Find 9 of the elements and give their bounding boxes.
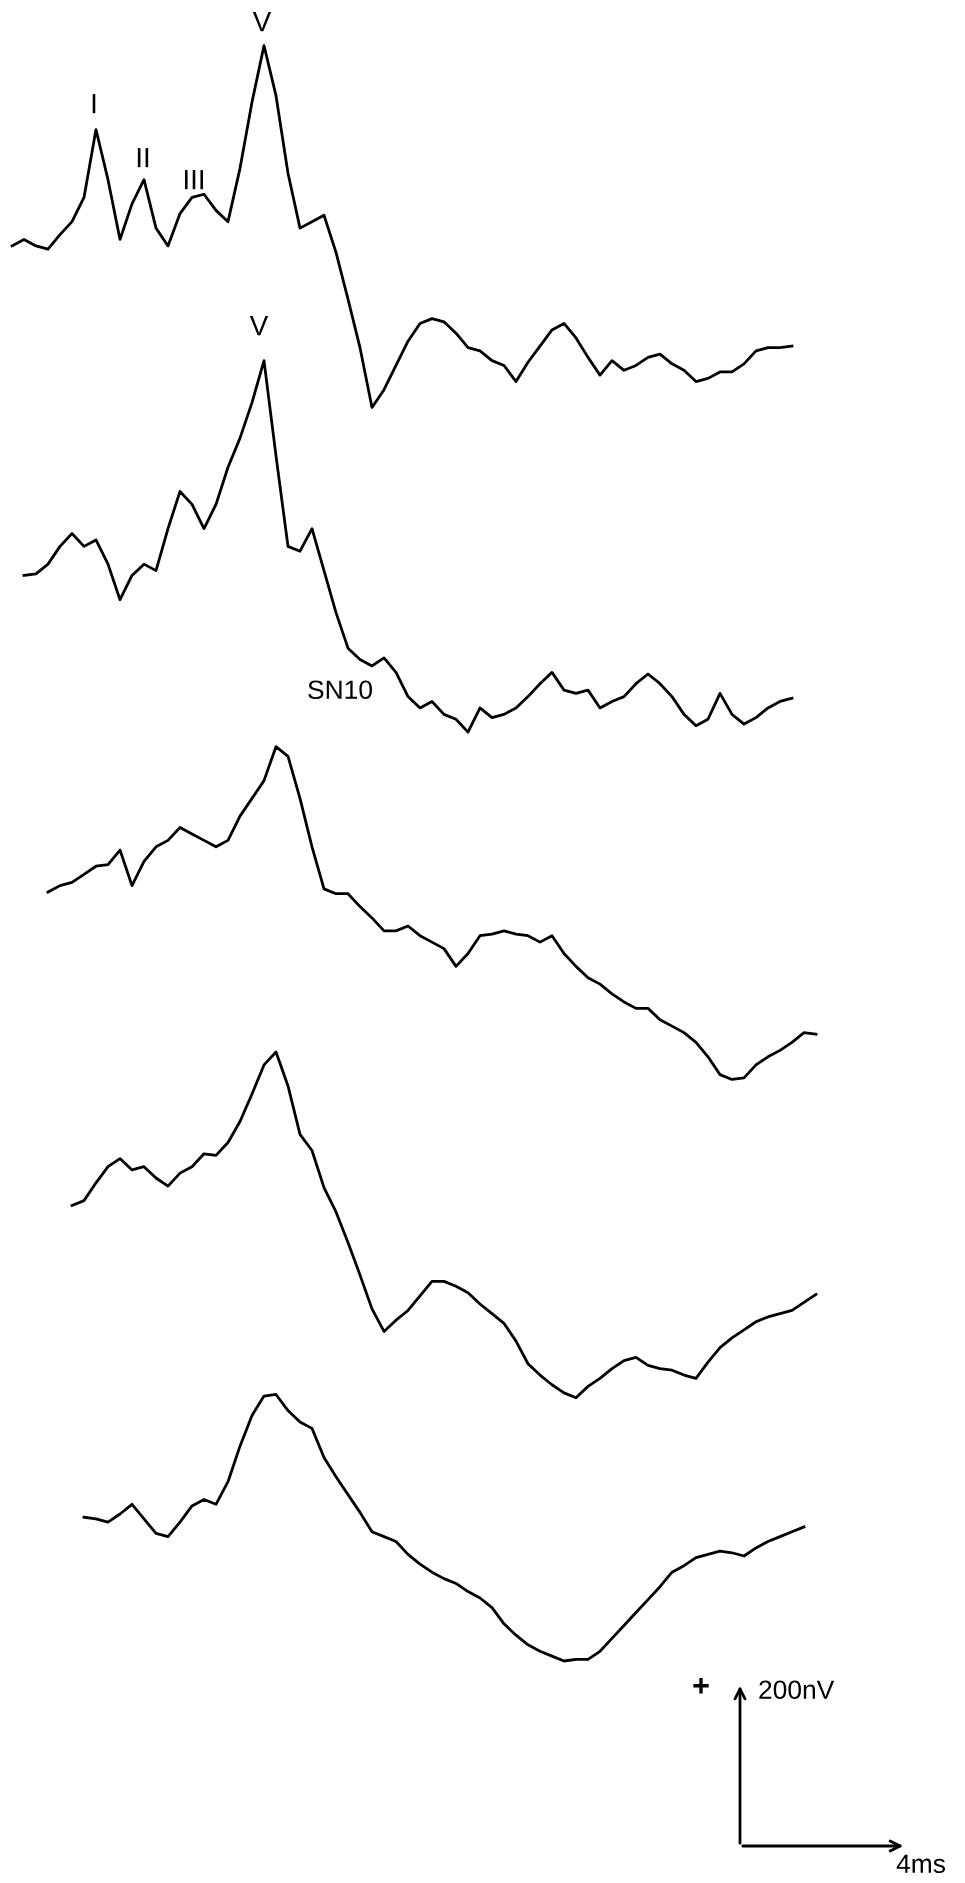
text: 200nV (759, 1680, 835, 1700)
annotation: II (137, 148, 149, 168)
annotation: SN10 (308, 680, 372, 700)
text: + (693, 1677, 709, 1694)
text: 4ms (896, 1854, 945, 1874)
annotation: I (92, 94, 96, 114)
text: V (252, 12, 272, 32)
annotation: V (249, 316, 269, 336)
annotation: III (184, 170, 204, 190)
